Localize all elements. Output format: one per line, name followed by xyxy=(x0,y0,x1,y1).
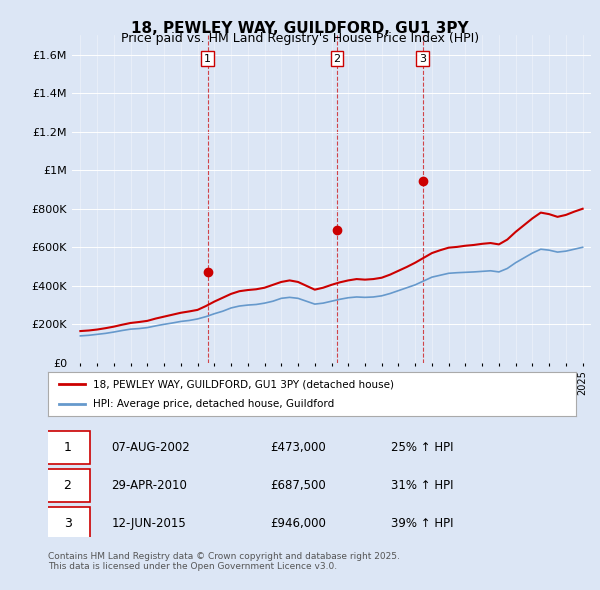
Text: 3: 3 xyxy=(64,517,71,530)
Text: 25% ↑ HPI: 25% ↑ HPI xyxy=(391,441,454,454)
Text: 18, PEWLEY WAY, GUILDFORD, GU1 3PY (detached house): 18, PEWLEY WAY, GUILDFORD, GU1 3PY (deta… xyxy=(93,379,394,389)
FancyBboxPatch shape xyxy=(46,469,90,502)
Text: HPI: Average price, detached house, Guildford: HPI: Average price, detached house, Guil… xyxy=(93,399,334,408)
Text: 2: 2 xyxy=(334,54,341,64)
Text: 12-JUN-2015: 12-JUN-2015 xyxy=(112,517,186,530)
FancyBboxPatch shape xyxy=(46,431,90,464)
Text: 39% ↑ HPI: 39% ↑ HPI xyxy=(391,517,454,530)
Text: 18, PEWLEY WAY, GUILDFORD, GU1 3PY: 18, PEWLEY WAY, GUILDFORD, GU1 3PY xyxy=(131,21,469,35)
Text: 2: 2 xyxy=(64,478,71,491)
Text: Price paid vs. HM Land Registry's House Price Index (HPI): Price paid vs. HM Land Registry's House … xyxy=(121,32,479,45)
FancyBboxPatch shape xyxy=(46,507,90,540)
Text: 1: 1 xyxy=(64,441,71,454)
Text: 29-APR-2010: 29-APR-2010 xyxy=(112,478,187,491)
Text: 31% ↑ HPI: 31% ↑ HPI xyxy=(391,478,454,491)
Text: £687,500: £687,500 xyxy=(270,478,326,491)
Text: 1: 1 xyxy=(204,54,211,64)
Text: £473,000: £473,000 xyxy=(270,441,326,454)
Text: Contains HM Land Registry data © Crown copyright and database right 2025.
This d: Contains HM Land Registry data © Crown c… xyxy=(48,552,400,571)
Text: 07-AUG-2002: 07-AUG-2002 xyxy=(112,441,190,454)
Text: 3: 3 xyxy=(419,54,426,64)
Text: £946,000: £946,000 xyxy=(270,517,326,530)
